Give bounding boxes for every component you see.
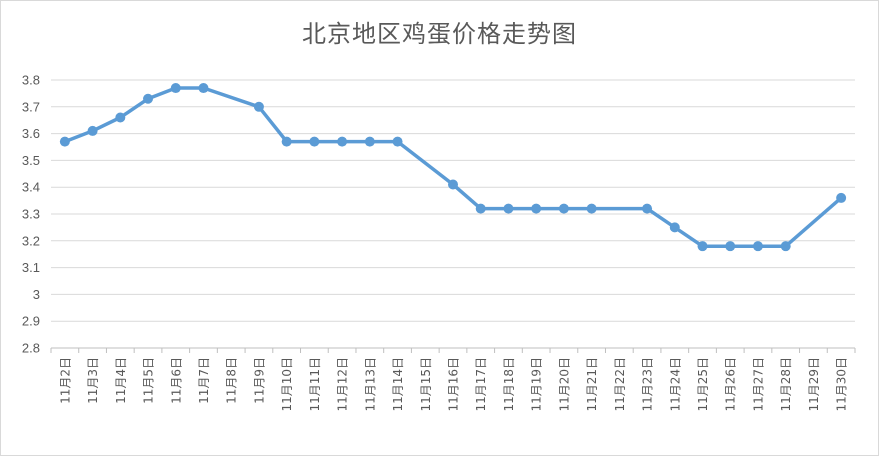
x-tick-label: 11月14日 bbox=[391, 357, 405, 412]
x-tick-label: 11月28日 bbox=[779, 357, 793, 412]
y-tick-label: 3 bbox=[33, 287, 40, 302]
data-point bbox=[503, 203, 514, 214]
x-tick-label: 11月15日 bbox=[419, 357, 433, 412]
x-tick-label: 11月13日 bbox=[363, 357, 377, 412]
y-tick-label: 3.7 bbox=[22, 99, 40, 114]
y-tick-label: 2.9 bbox=[22, 314, 40, 329]
data-point bbox=[198, 83, 209, 94]
data-point bbox=[669, 222, 680, 233]
x-tick-label: 11月8日 bbox=[225, 357, 239, 404]
x-tick-label: 11月11日 bbox=[308, 357, 322, 412]
y-tick-label: 2.8 bbox=[22, 341, 40, 356]
data-point bbox=[531, 203, 542, 214]
data-point bbox=[309, 136, 320, 147]
x-tick-label: 11月5日 bbox=[142, 357, 156, 404]
data-point bbox=[836, 192, 847, 203]
x-tick-label: 11月30日 bbox=[835, 357, 849, 412]
x-tick-label: 11月3日 bbox=[86, 357, 100, 404]
data-point bbox=[586, 203, 597, 214]
x-tick-label: 11月27日 bbox=[751, 357, 765, 412]
y-tick-label: 3.4 bbox=[22, 180, 40, 195]
data-point bbox=[337, 136, 348, 147]
data-point bbox=[780, 241, 791, 252]
data-point bbox=[281, 136, 292, 147]
data-point bbox=[642, 203, 653, 214]
y-tick-label: 3.5 bbox=[22, 153, 40, 168]
data-point bbox=[253, 101, 264, 112]
x-tick-label: 11月20日 bbox=[557, 357, 571, 412]
data-point bbox=[475, 203, 486, 214]
data-point bbox=[752, 241, 763, 252]
x-tick-label: 11月25日 bbox=[696, 357, 710, 412]
x-tick-label: 11月19日 bbox=[530, 357, 544, 412]
data-point bbox=[59, 136, 70, 147]
x-tick-label: 11月23日 bbox=[641, 357, 655, 412]
data-point bbox=[87, 125, 98, 136]
y-axis-ticks: 3.8 3.7 3.6 3.5 3.4 3.3 3.2 3.1 3 2.9 2.8 bbox=[22, 73, 40, 356]
y-tick-label: 3.8 bbox=[22, 73, 40, 88]
x-tick-label: 11月29日 bbox=[807, 357, 821, 412]
y-tick-label: 3.3 bbox=[22, 207, 40, 222]
y-tick-label: 3.1 bbox=[22, 260, 40, 275]
x-tick-label: 11月21日 bbox=[585, 357, 599, 412]
data-point bbox=[392, 136, 403, 147]
data-point bbox=[143, 93, 154, 104]
x-tick-label: 11月24日 bbox=[668, 357, 682, 412]
chart-title: 北京地区鸡蛋价格走势图 bbox=[302, 20, 577, 48]
x-tick-label: 11月7日 bbox=[197, 357, 211, 404]
x-tick-label: 11月26日 bbox=[724, 357, 738, 412]
y-tick-label: 3.6 bbox=[22, 126, 40, 141]
x-tick-label: 11月4日 bbox=[114, 357, 128, 404]
data-point bbox=[170, 83, 181, 94]
series-line bbox=[63, 86, 843, 248]
data-point bbox=[364, 136, 375, 147]
data-point bbox=[558, 203, 569, 214]
x-axis: 11月2日 11月3日 11月4日 11月5日 11月6日 11月7日 11月8日 11月9日… bbox=[50, 348, 856, 412]
series-layer bbox=[59, 83, 847, 252]
x-tick-label: 11月17日 bbox=[474, 357, 488, 412]
x-tick-label: 11月9日 bbox=[252, 357, 266, 404]
gridlines bbox=[51, 79, 855, 349]
data-point bbox=[697, 241, 708, 252]
x-tick-label: 11月2日 bbox=[58, 357, 72, 404]
x-tick-label: 11月22日 bbox=[613, 357, 627, 412]
x-tick-label: 11月10日 bbox=[280, 357, 294, 412]
data-point bbox=[725, 241, 736, 252]
x-tick-label: 11月12日 bbox=[336, 357, 350, 412]
y-tick-label: 3.2 bbox=[22, 233, 40, 248]
data-point bbox=[448, 179, 458, 190]
data-point bbox=[115, 112, 126, 123]
x-tick-label: 11月16日 bbox=[447, 357, 461, 412]
x-tick-label: 11月6日 bbox=[169, 357, 183, 404]
x-tick-label: 11月18日 bbox=[502, 357, 516, 412]
